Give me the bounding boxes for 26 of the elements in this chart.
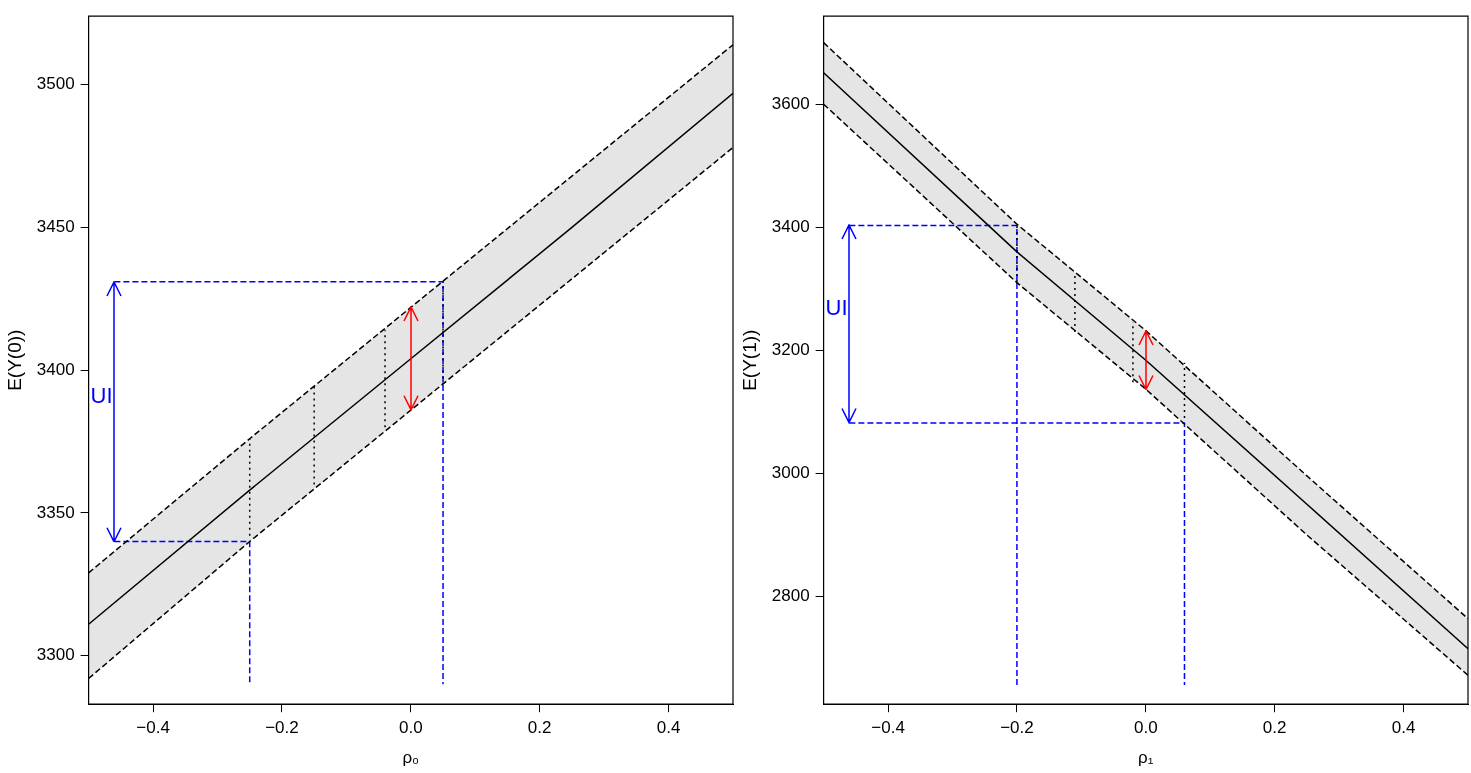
x-tick-label: 0.0	[398, 718, 423, 738]
y-axis-title: E(Y(1))	[738, 329, 760, 391]
annotation: UI	[90, 382, 113, 408]
x-tick-label: 0.2	[527, 718, 552, 738]
x-tick-label: −0.4	[871, 718, 905, 738]
x-tick-label: 0.4	[656, 718, 681, 738]
y-tick-label: 2800	[771, 586, 810, 606]
x-tick-label: 0.0	[1133, 718, 1158, 738]
y-tick-label: 3500	[36, 74, 75, 94]
y-tick-label: 3400	[36, 359, 75, 379]
y-tick-label: 3350	[36, 502, 75, 522]
x-tick-label: 0.4	[1391, 718, 1416, 738]
y-tick-label: 3400	[771, 216, 810, 236]
x-tick-label: −0.2	[265, 718, 299, 738]
y-tick-label: 3600	[771, 93, 810, 113]
y-tick-label: 3000	[771, 463, 810, 483]
x-tick-label: −0.4	[136, 718, 170, 738]
y-tick-label: 3200	[771, 340, 810, 360]
x-axis-title: ρ₀	[402, 748, 420, 768]
annotation: UI	[825, 295, 848, 321]
y-axis-title: E(Y(0))	[3, 329, 25, 391]
x-axis-title: ρ₁	[1138, 748, 1154, 768]
x-tick-label: 0.2	[1262, 718, 1287, 738]
y-tick-label: 3300	[36, 645, 75, 665]
y-tick-label: 3450	[36, 217, 75, 237]
x-tick-label: −0.2	[1000, 718, 1034, 738]
